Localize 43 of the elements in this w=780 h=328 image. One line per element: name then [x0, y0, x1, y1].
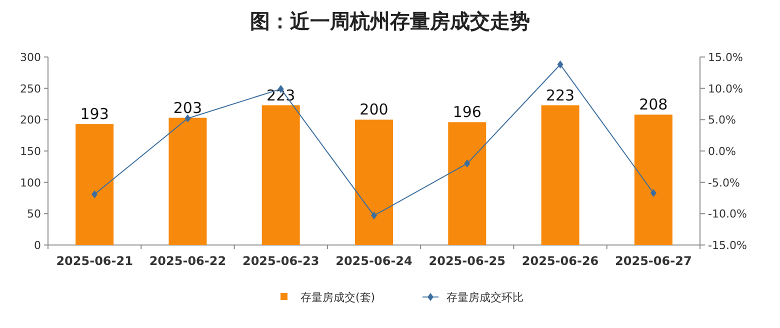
- bar: [448, 122, 486, 245]
- point: [464, 160, 470, 168]
- bar: [541, 105, 580, 245]
- x-tick-label: 2025-06-23: [242, 254, 320, 268]
- legend-label: 存量房成交(套): [300, 291, 376, 304]
- legend-label: 存量房成交环比: [446, 291, 524, 304]
- bar: [262, 105, 300, 245]
- y2-tick-label: -5.0%: [708, 176, 740, 190]
- point: [371, 212, 377, 220]
- y-tick-label: 100: [20, 176, 41, 190]
- bar: [634, 114, 672, 245]
- point: [557, 60, 564, 69]
- y-tick-label: 250: [20, 82, 41, 96]
- x-tick-label: 2025-06-25: [428, 254, 506, 268]
- data-label: 193: [80, 105, 109, 124]
- point: [650, 188, 656, 197]
- data-label: 200: [360, 100, 388, 119]
- y-tick-label: 50: [27, 208, 41, 221]
- bar: [355, 120, 393, 245]
- y-tick-label: 0: [34, 239, 41, 252]
- x-tick-label: 2025-06-21: [56, 254, 133, 268]
- x-tick-label: 2025-06-22: [149, 254, 226, 268]
- bar: [76, 124, 114, 245]
- y2-tick-label: 10.0%: [708, 82, 743, 96]
- x-tick-label: 2025-06-24: [336, 254, 412, 268]
- y-tick-label: 200: [20, 114, 41, 127]
- point: [184, 114, 191, 122]
- chart-title: 图：近一周杭州存量房成交走势: [250, 9, 530, 33]
- x-tick-label: 2025-06-27: [615, 254, 692, 268]
- y2-tick-label: 0.0%: [708, 145, 736, 158]
- bar: [168, 118, 207, 245]
- y-tick-label: 150: [20, 145, 41, 158]
- data-label: 203: [173, 98, 202, 117]
- data-label: 223: [546, 86, 575, 104]
- y2-tick-label: -10.0%: [708, 208, 747, 221]
- data-label: 208: [639, 96, 668, 114]
- y-tick-label: 300: [20, 51, 41, 64]
- y2-tick-label: 15.0%: [708, 51, 743, 64]
- point: [92, 190, 98, 198]
- x-tick-label: 2025-06-26: [522, 254, 599, 268]
- data-label: 196: [452, 103, 482, 122]
- y2-tick-label: 5.0%: [708, 114, 736, 127]
- y2-tick-label: -15.0%: [708, 239, 747, 252]
